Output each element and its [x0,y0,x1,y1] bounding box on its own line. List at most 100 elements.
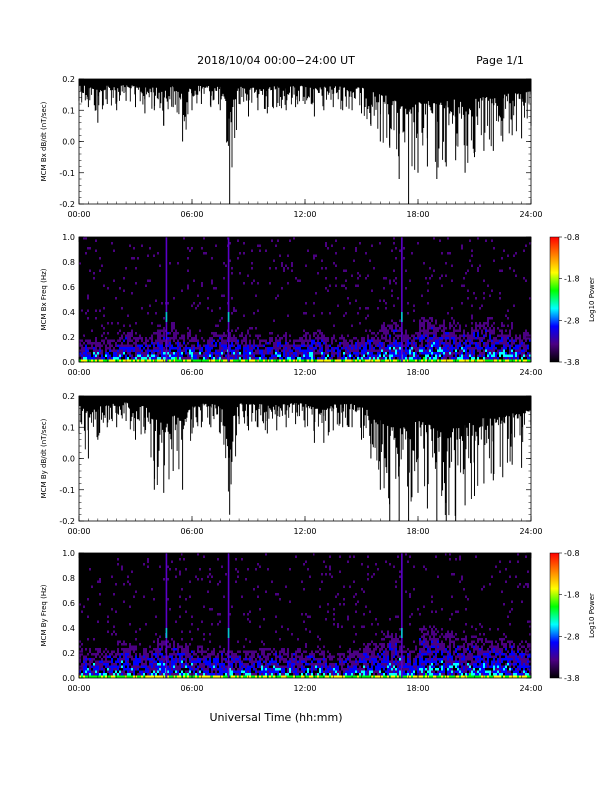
heatmap-cell [281,337,283,340]
heatmap-cell [323,352,325,355]
heatmap-cell [265,347,267,350]
heatmap-cell [369,643,371,646]
heatmap-cell [243,658,245,661]
heatmap-cell [145,663,147,666]
heatmap-cell [133,347,135,350]
heatmap-cell [501,322,503,325]
heatmap-cell [189,349,191,352]
heatmap-cell [253,359,255,362]
heatmap-cell [477,359,479,362]
heatmap-cell [307,349,309,352]
heatmap-cell [247,359,249,362]
heatmap-cell [185,655,187,658]
heatmap-cell [311,650,313,653]
heatmap-cell [385,307,387,310]
heatmap-cell [159,673,161,676]
heatmap-cell [297,359,299,362]
heatmap-cell [381,327,383,330]
heatmap-cell [457,329,459,332]
heatmap-cell [199,665,201,668]
heatmap-cell [159,337,161,340]
heatmap-cell [509,267,511,270]
heatmap-cell [469,342,471,345]
heatmap-cell [265,665,267,668]
heatmap-cell [261,349,263,352]
heatmap-cell [95,344,97,347]
heatmap-cell [441,274,443,277]
heatmap-cell [111,663,113,666]
heatmap-cell [419,347,421,350]
heatmap-cell [157,344,159,347]
heatmap-cell [345,269,347,272]
heatmap-cell [223,344,225,347]
heatmap-cell [477,334,479,337]
heatmap-cell [213,287,215,290]
heatmap-cell [255,327,257,330]
heatmap-cell [399,658,401,661]
heatmap-cell [263,673,265,676]
heatmap-cell [137,658,139,661]
heatmap-cell [399,660,401,663]
heatmap-cell [355,603,357,606]
heatmap-cell [399,655,401,658]
heatmap-cell [265,658,267,661]
heatmap-cell [191,247,193,250]
heatmap-cell [359,660,361,663]
heatmap-cell [123,673,125,676]
heatmap-cell [343,352,345,355]
heatmap-cell [305,650,307,653]
heatmap-cell [215,287,217,290]
heatmap-cell [263,665,265,668]
heatmap-cell [89,354,91,357]
heatmap-cell [219,613,221,616]
heatmap-cell [91,675,93,678]
heatmap-cell [387,645,389,648]
heatmap-cell [157,655,159,658]
heatmap-cell [261,670,263,673]
heatmap-cell [395,257,397,260]
heatmap-cell [399,635,401,638]
heatmap-cell [265,342,267,345]
heatmap-cell [405,352,407,355]
heatmap-cell [143,675,145,678]
heatmap-cell [169,354,171,357]
heatmap-cell [381,643,383,646]
heatmap-cell [433,359,435,362]
heatmap-cell [249,670,251,673]
heatmap-cell [409,357,411,360]
heatmap-cell [333,349,335,352]
heatmap-cell [115,344,117,347]
heatmap-cell [161,349,163,352]
heatmap-cell [381,630,383,633]
heatmap-cell [313,302,315,305]
heatmap-cell [281,359,283,362]
heatmap-cell [461,359,463,362]
heatmap-cell [167,359,169,362]
heatmap-cell [441,284,443,287]
heatmap-cell [263,670,265,673]
heatmap-cell [443,322,445,325]
heatmap-cell [159,342,161,345]
heatmap-cell [189,357,191,360]
heatmap-cell [459,342,461,345]
heatmap-cell [169,359,171,362]
heatmap-cell [445,347,447,350]
heatmap-cell [87,317,89,320]
heatmap-cell [295,660,297,663]
heatmap-cell [337,354,339,357]
heatmap-cell [349,658,351,661]
heatmap-cell [303,660,305,663]
heatmap-cell [289,658,291,661]
heatmap-cell [499,292,501,295]
heatmap-cell [99,359,101,362]
heatmap-cell [369,658,371,661]
heatmap-cell [283,359,285,362]
heatmap-cell [143,670,145,673]
heatmap-cell [141,658,143,661]
heatmap-cell [349,665,351,668]
heatmap-cell [189,347,191,350]
heatmap-cell [275,349,277,352]
heatmap-cell [201,354,203,357]
heatmap-cell [461,352,463,355]
heatmap-cell [135,344,137,347]
